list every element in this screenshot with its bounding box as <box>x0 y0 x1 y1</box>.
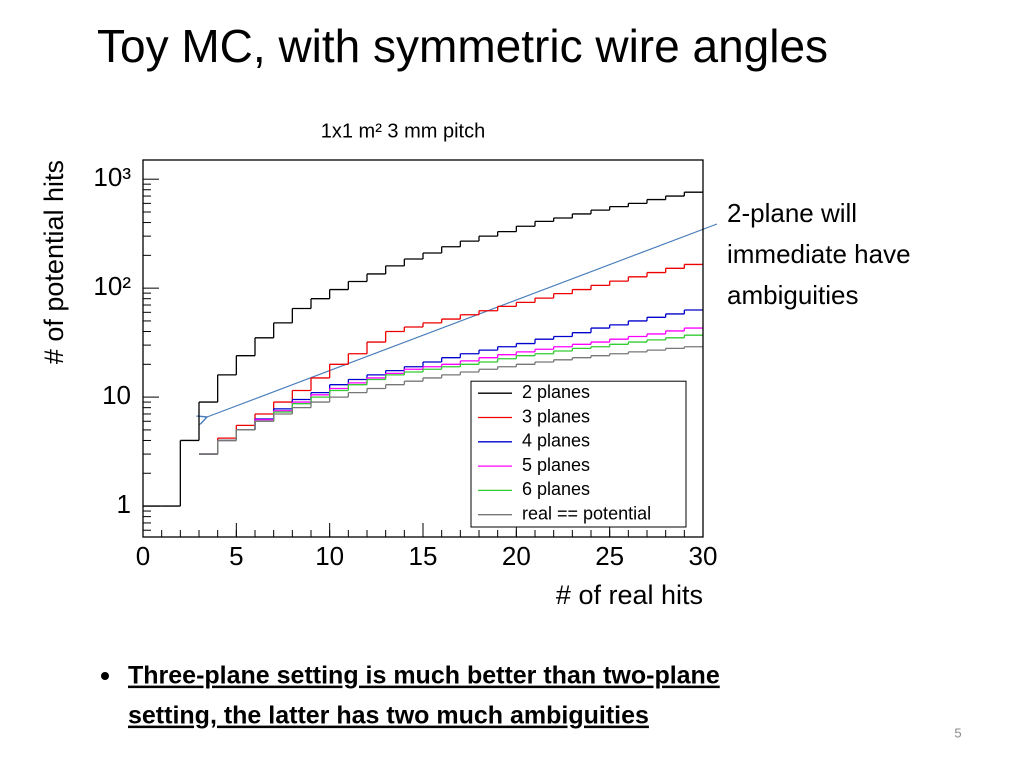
page-number: 5 <box>954 725 961 740</box>
annotation-line: ambiguities <box>727 280 859 310</box>
legend-label: 4 planes <box>522 431 590 451</box>
chart-title: 1x1 m² 3 mm pitch <box>321 120 485 142</box>
annotation-arrow <box>207 223 718 417</box>
annotation-line: 2-plane will <box>727 198 857 228</box>
x-tick-label: 5 <box>229 541 243 571</box>
x-tick-label: 25 <box>595 541 624 571</box>
legend-label: real == potential <box>522 503 651 523</box>
y-axis-title: # of potential hits <box>39 160 69 364</box>
x-tick-label: 20 <box>502 541 531 571</box>
annotation-line: immediate have <box>727 239 911 269</box>
x-tick-label: 0 <box>136 541 150 571</box>
legend-label: 5 planes <box>522 455 590 475</box>
x-axis-title: # of real hits <box>556 580 703 610</box>
plot-frame <box>142 159 704 538</box>
x-tick-label: 15 <box>409 541 438 571</box>
y-tick-label: 10² <box>93 271 131 301</box>
y-tick-label: 10 <box>102 380 131 410</box>
legend-box <box>470 380 687 528</box>
legend-label: 3 planes <box>522 406 590 426</box>
legend-label: 2 planes <box>522 382 590 402</box>
x-tick-label: 10 <box>315 541 344 571</box>
y-tick-label: 1 <box>117 489 131 519</box>
bullet-text: setting, the latter has two much ambigui… <box>128 702 649 730</box>
legend-label: 6 planes <box>522 479 590 499</box>
slide-title: Toy MC, with symmetric wire angles <box>97 20 828 72</box>
bullet-dot <box>101 672 109 680</box>
plot: 0 5 10 15 20 25 30 1 10 10² 10³ 2 planes 3 planes 4 p… <box>93 159 718 571</box>
y-tick-label: 10³ <box>93 162 131 192</box>
x-tick-label: 30 <box>689 541 718 571</box>
bullet-text: Three-plane setting is much better than … <box>128 662 720 690</box>
